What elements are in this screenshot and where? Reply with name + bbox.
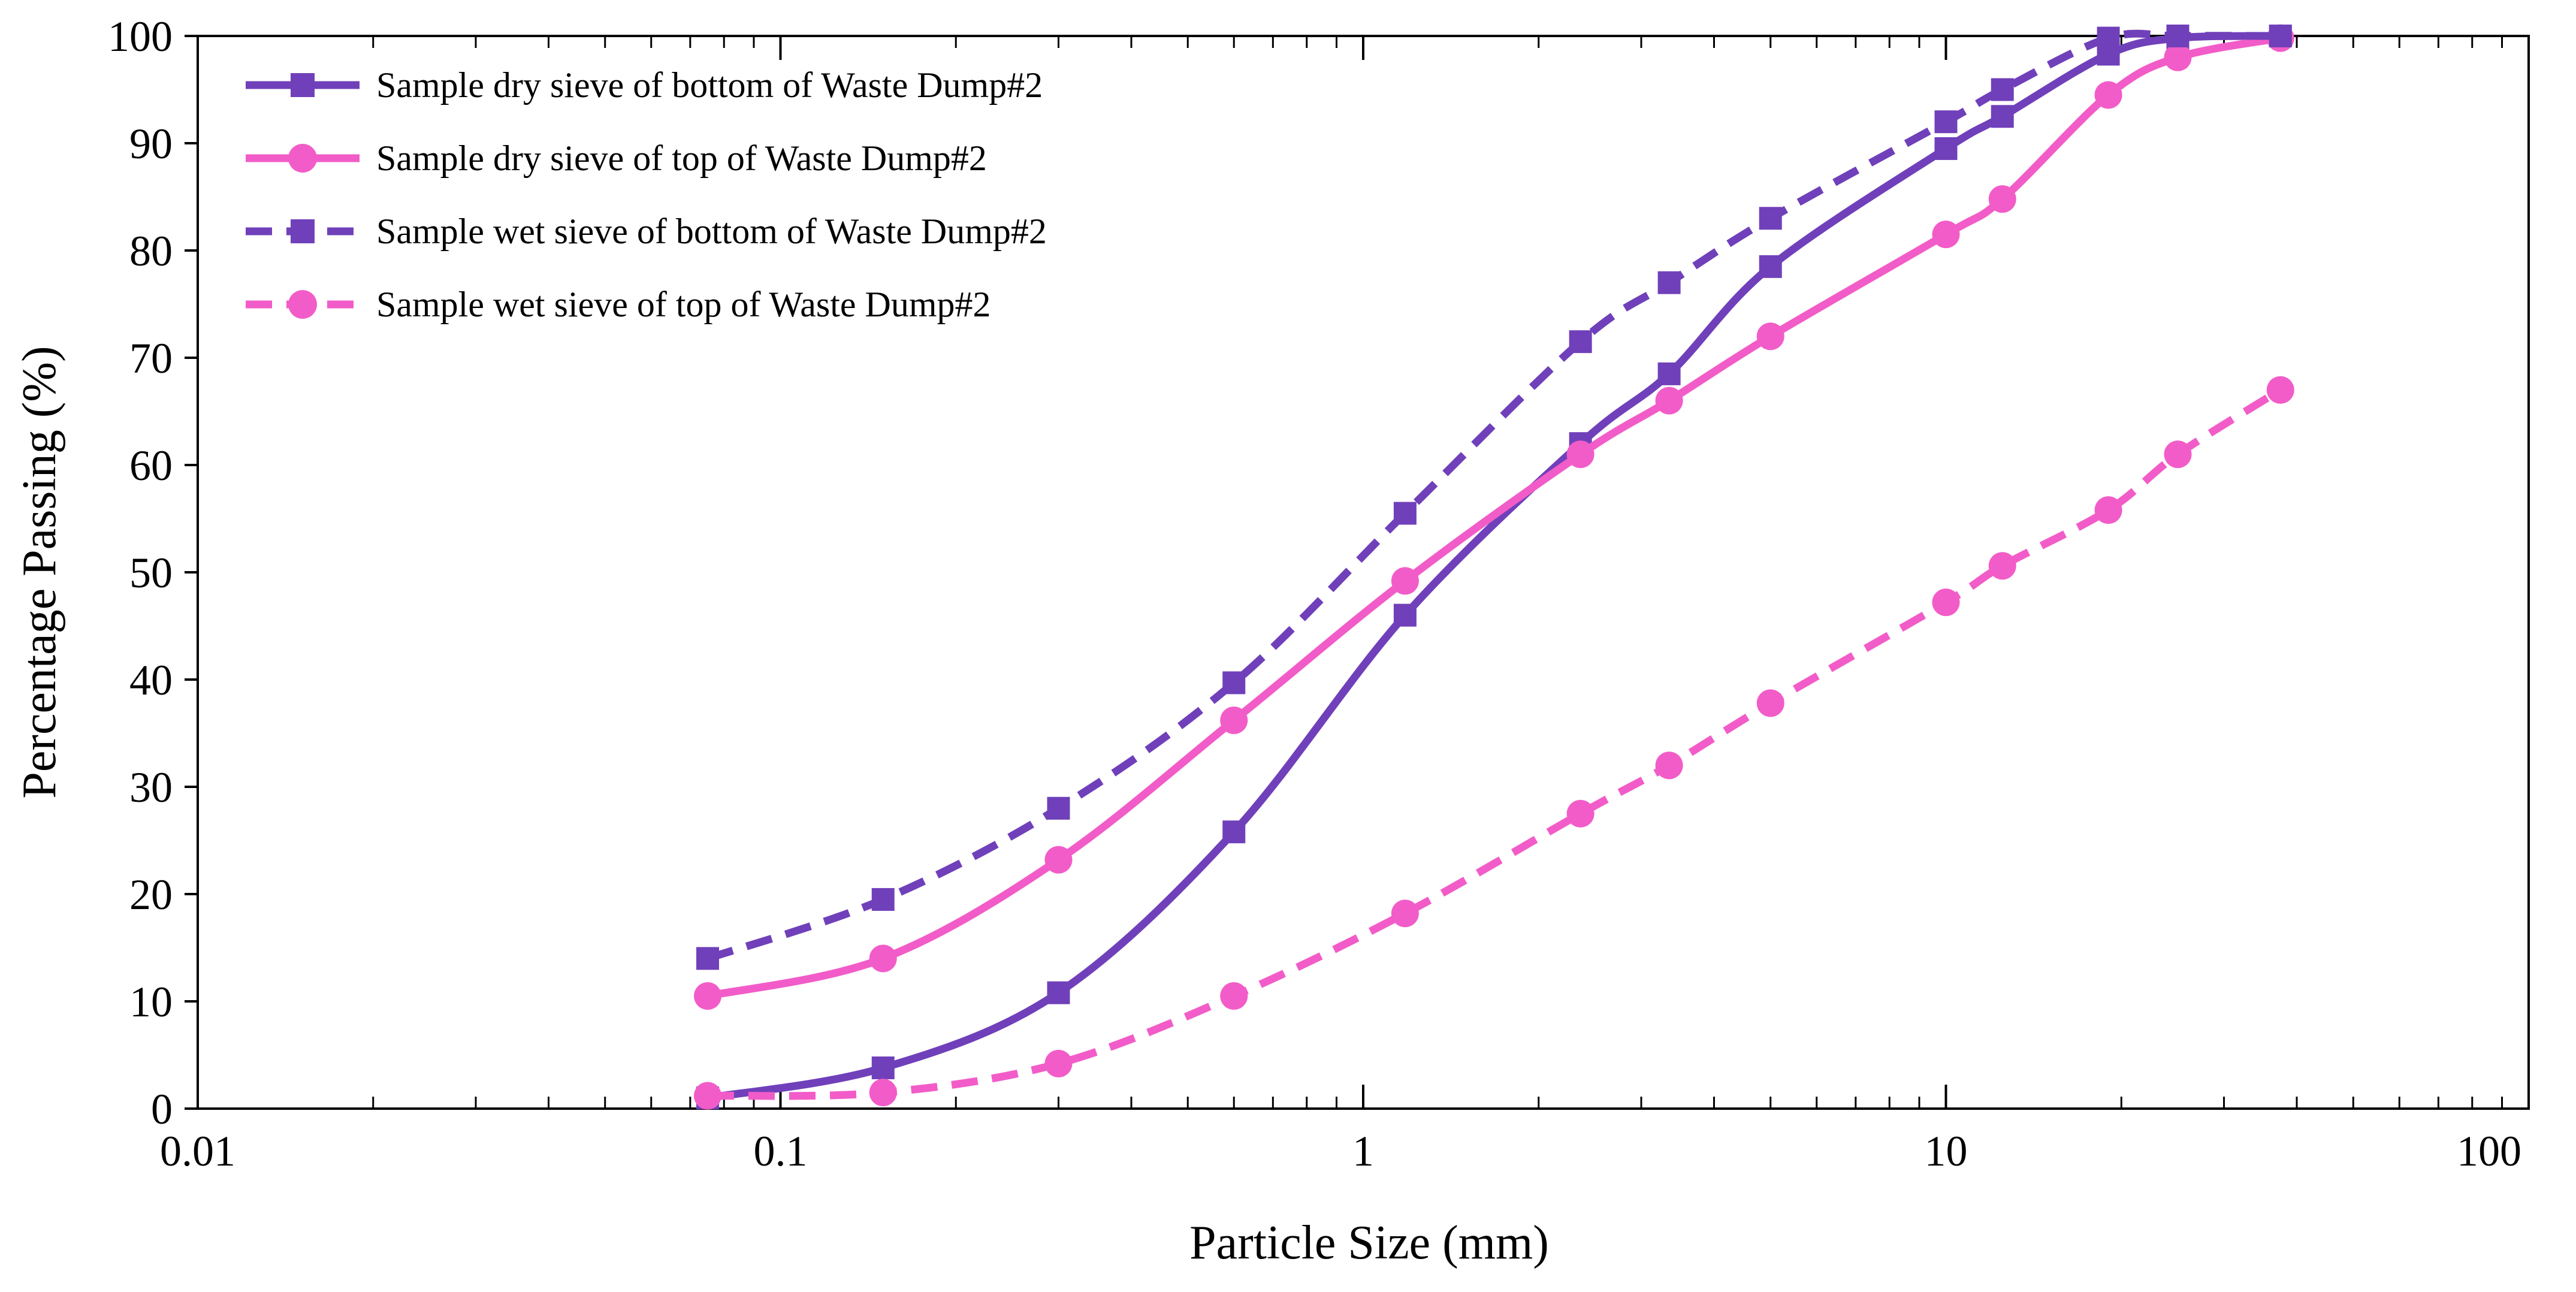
- legend-label: Sample wet sieve of bottom of Waste Dump…: [376, 212, 1047, 251]
- data-point: [2266, 376, 2294, 404]
- y-tick-label: 30: [129, 763, 173, 811]
- data-point: [869, 1079, 897, 1107]
- series-line-4: [707, 387, 2283, 1100]
- data-point: [2094, 496, 2122, 524]
- data-point: [1220, 982, 1248, 1010]
- data-point: [1569, 330, 1592, 354]
- series-line-1: [706, 32, 2281, 1102]
- data-point: [1047, 981, 1070, 1004]
- data-point: [1759, 207, 1782, 230]
- data-point: [1047, 796, 1070, 820]
- data-point: [2164, 43, 2192, 71]
- data-point: [696, 947, 719, 970]
- x-tick-label: 10: [1925, 1127, 1968, 1175]
- legend-label: Sample wet sieve of top of Waste Dump#2: [376, 285, 991, 324]
- x-tick-label: 0.01: [160, 1127, 235, 1175]
- legend-entry-1: Sample dry sieve of bottom of Waste Dump…: [246, 65, 1043, 105]
- data-point: [1391, 899, 1419, 928]
- series-line-2: [706, 34, 2281, 1000]
- data-point: [2269, 25, 2292, 47]
- y-tick-label: 10: [129, 978, 173, 1026]
- data-point: [1222, 671, 1246, 695]
- data-point: [1566, 799, 1594, 828]
- y-tick-label: 90: [129, 120, 173, 168]
- y-tick-label: 60: [129, 442, 173, 490]
- data-point: [1657, 362, 1681, 385]
- data-point: [1932, 221, 1960, 249]
- x-axis-title: Particle Size (mm): [1189, 1216, 1549, 1269]
- data-point: [1655, 751, 1683, 780]
- series-layer: [693, 24, 2294, 1110]
- data-point: [1932, 588, 1960, 617]
- data-point: [2097, 26, 2120, 50]
- legend-entry-2: Sample dry sieve of top of Waste Dump#2: [246, 138, 987, 178]
- data-point: [1934, 110, 1958, 134]
- legend-swatch-marker: [291, 73, 315, 97]
- data-point: [1991, 105, 2014, 128]
- data-point: [1934, 137, 1958, 160]
- legend: Sample dry sieve of bottom of Waste Dump…: [246, 65, 1047, 324]
- legend-swatch-marker: [291, 219, 315, 243]
- data-point: [1988, 185, 2016, 213]
- data-point: [869, 944, 897, 973]
- x-tick-label: 0.1: [754, 1127, 808, 1175]
- legend-label: Sample dry sieve of top of Waste Dump#2: [376, 138, 987, 178]
- data-point: [1655, 387, 1683, 415]
- x-tick-label: 1: [1352, 1127, 1374, 1175]
- data-point: [2164, 440, 2192, 469]
- data-point: [1391, 567, 1419, 595]
- x-axis-ticks: 0.01 0.1 1 10 100: [160, 36, 2530, 1175]
- y-tick-label: 20: [129, 871, 173, 919]
- data-point: [871, 888, 895, 911]
- data-point: [871, 1056, 895, 1079]
- series-4: [693, 376, 2294, 1110]
- data-point: [1991, 78, 2014, 101]
- legend-label: Sample dry sieve of bottom of Waste Dump…: [376, 65, 1043, 105]
- legend-swatch-marker: [288, 290, 317, 319]
- data-point: [1044, 846, 1073, 874]
- plot-area: [197, 35, 2530, 1110]
- data-point: [1657, 271, 1681, 294]
- data-point: [693, 1082, 721, 1110]
- legend-swatch-marker: [288, 144, 317, 173]
- data-point: [1393, 502, 1417, 525]
- y-tick-label: 40: [129, 656, 173, 704]
- y-tick-label: 80: [129, 227, 173, 275]
- data-point: [1756, 689, 1784, 717]
- data-point: [1222, 820, 1246, 844]
- x-minor-ticks: [372, 36, 2503, 1109]
- y-tick-label: 100: [108, 13, 173, 61]
- data-point: [693, 982, 721, 1010]
- data-point: [1756, 322, 1784, 351]
- legend-entry-4: Sample wet sieve of top of Waste Dump#2: [246, 285, 991, 324]
- data-point: [1393, 603, 1417, 627]
- data-point: [1759, 255, 1782, 278]
- y-axis-title: Percentage Passing (%): [13, 346, 66, 798]
- y-tick-label: 70: [129, 334, 173, 382]
- data-point: [1220, 707, 1248, 735]
- y-tick-label: 50: [129, 549, 173, 597]
- y-tick-label: 0: [151, 1085, 173, 1133]
- data-point: [2094, 81, 2122, 109]
- x-tick-label: 100: [2457, 1127, 2521, 1175]
- data-point: [1044, 1049, 1073, 1077]
- series-line-3: [706, 29, 2281, 962]
- data-point: [2166, 25, 2190, 47]
- y-axis-ticks: 0 10 20 30 40 50 60 70 80 90 100: [108, 13, 198, 1133]
- legend-entry-3: Sample wet sieve of bottom of Waste Dump…: [246, 212, 1047, 251]
- data-point: [1988, 552, 2016, 580]
- data-point: [1566, 440, 1594, 469]
- series-3: [696, 25, 2292, 970]
